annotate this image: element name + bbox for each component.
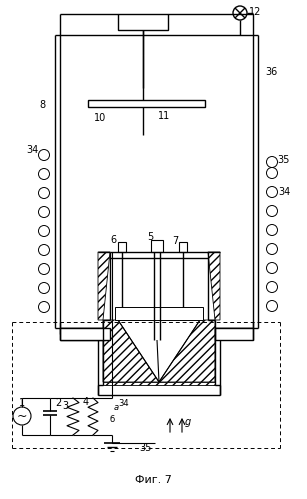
Text: б: б xyxy=(109,416,115,425)
Polygon shape xyxy=(159,320,215,382)
Bar xyxy=(118,242,126,252)
Text: 35: 35 xyxy=(139,443,151,453)
Text: Фиг. 7: Фиг. 7 xyxy=(134,475,171,485)
Text: 4: 4 xyxy=(83,397,89,407)
Polygon shape xyxy=(98,252,110,320)
Text: 7: 7 xyxy=(172,236,178,246)
Text: g: g xyxy=(185,417,191,427)
Polygon shape xyxy=(103,320,159,382)
Polygon shape xyxy=(208,252,220,320)
Text: 10: 10 xyxy=(94,113,106,123)
Text: 36: 36 xyxy=(265,67,277,77)
Bar xyxy=(151,240,163,252)
Text: a: a xyxy=(114,403,119,412)
Polygon shape xyxy=(103,382,215,385)
Text: 34: 34 xyxy=(278,187,290,197)
Text: 2: 2 xyxy=(55,398,61,408)
Text: 1: 1 xyxy=(19,398,25,408)
Bar xyxy=(60,328,110,340)
Bar xyxy=(118,14,168,30)
Text: 8: 8 xyxy=(39,100,45,110)
Bar xyxy=(215,328,253,340)
Text: 35: 35 xyxy=(278,155,290,165)
Text: 34: 34 xyxy=(119,399,129,408)
Text: 5: 5 xyxy=(147,232,153,242)
Text: 3: 3 xyxy=(62,401,68,411)
Bar xyxy=(88,100,205,107)
Text: ~: ~ xyxy=(17,410,27,423)
Text: 11: 11 xyxy=(158,111,170,121)
Bar xyxy=(179,242,187,252)
Text: 12: 12 xyxy=(249,7,261,17)
Text: 34: 34 xyxy=(26,145,38,155)
Bar xyxy=(115,307,203,320)
Text: 6: 6 xyxy=(110,235,116,245)
